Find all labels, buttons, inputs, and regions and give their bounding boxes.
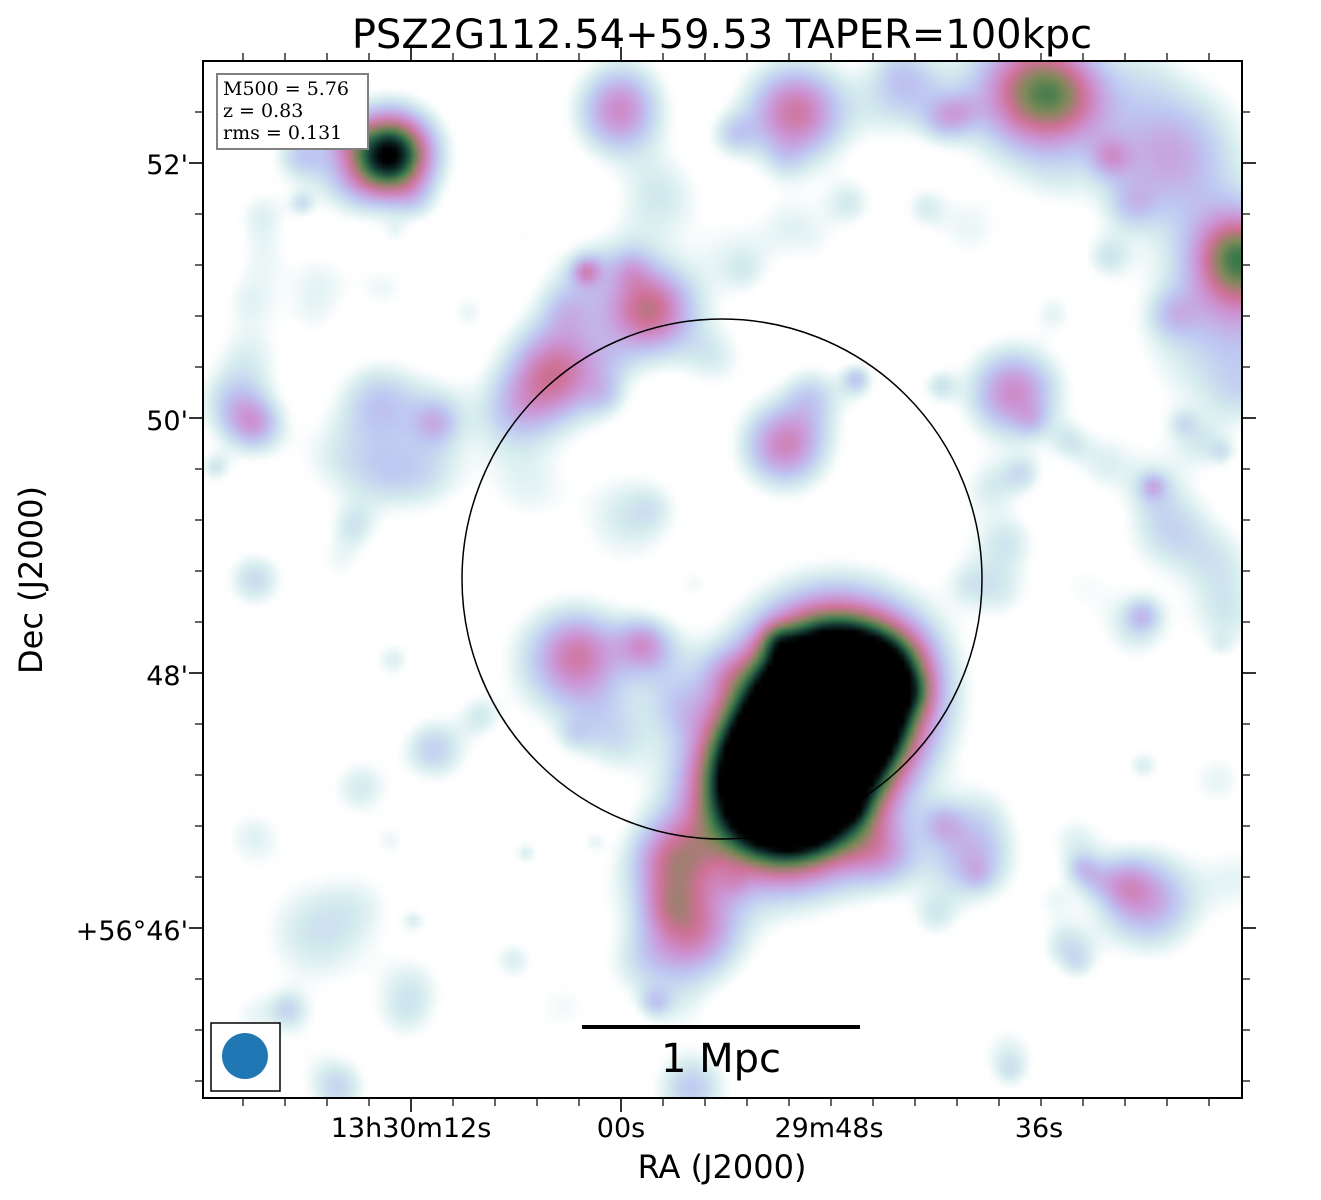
x-tick-label-1: 13h30m12s — [331, 1113, 492, 1144]
info-rms: rms = 0.131 — [223, 122, 342, 144]
plot-frame — [202, 60, 1243, 1099]
info-box: M500 = 5.76 z = 0.83 rms = 0.131 — [216, 73, 369, 150]
axis-ticks — [189, 47, 1256, 1112]
info-redshift: z = 0.83 — [223, 100, 303, 122]
chart-title: PSZ2G112.54+59.53 TAPER=100kpc — [352, 12, 1092, 58]
r500-circle — [461, 318, 983, 840]
beam-indicator — [210, 1022, 281, 1092]
x-axis-label: RA (J2000) — [638, 1148, 807, 1186]
info-m500: M500 = 5.76 — [223, 78, 349, 100]
image-area — [203, 61, 1242, 1098]
y-tick-label-1: 52' — [146, 150, 188, 181]
scale-bar-label: 1 Mpc — [661, 1036, 781, 1082]
y-tick-label-4: +56°46' — [76, 916, 188, 947]
y-tick-label-3: 48' — [146, 661, 188, 692]
x-tick-label-2: 00s — [597, 1113, 645, 1144]
x-tick-label-3: 29m48s — [774, 1113, 883, 1144]
scale-bar: 1 Mpc — [582, 1025, 860, 1082]
beam-ellipse — [222, 1033, 268, 1079]
x-tick-label-4: 36s — [1015, 1113, 1063, 1144]
y-axis-label: Dec (J2000) — [12, 486, 50, 674]
heatmap-image — [203, 61, 1242, 1098]
y-tick-label-2: 50' — [146, 406, 188, 437]
info-box-frame — [216, 73, 369, 150]
